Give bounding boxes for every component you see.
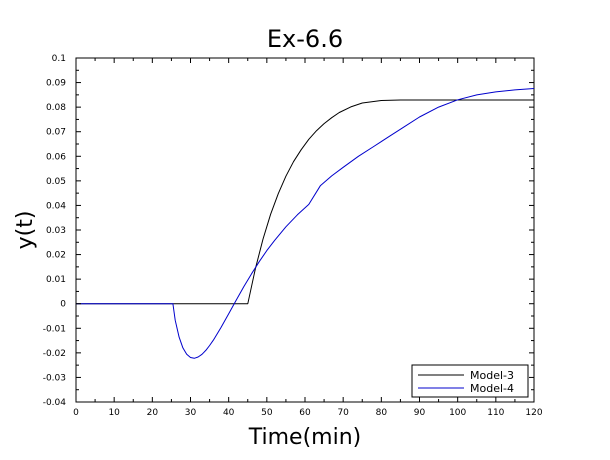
y-tick-label: 0.07 [46, 128, 66, 138]
x-tick-label: 20 [147, 408, 159, 418]
x-tick-label: 110 [487, 408, 504, 418]
y-tick-label: 0.04 [46, 201, 66, 211]
y-tick-label: 0.01 [46, 275, 66, 285]
x-tick-label: 10 [108, 408, 120, 418]
y-tick-label: 0.05 [46, 177, 66, 187]
legend-label-2: Model-4 [470, 382, 514, 395]
x-tick-label: 90 [414, 408, 426, 418]
y-tick-label: -0.04 [43, 398, 67, 408]
x-tick-label: 40 [223, 408, 235, 418]
x-tick-label: 120 [525, 408, 542, 418]
y-tick-label: 0.1 [52, 54, 66, 64]
x-tick-label: 70 [337, 408, 349, 418]
x-tick-label: 60 [299, 408, 311, 418]
x-tick-label: 100 [449, 408, 466, 418]
plot-border [75, 57, 535, 403]
legend-label-1: Model-3 [470, 369, 514, 382]
x-tick-label: 0 [73, 408, 79, 418]
y-tick-label: -0.03 [43, 373, 66, 383]
y-tick-label: 0.09 [46, 79, 66, 89]
series-line-1 [76, 99, 534, 305]
series-line-2 [76, 88, 535, 359]
x-tick-label: 80 [376, 408, 388, 418]
y-tick-label: 0.02 [46, 251, 66, 261]
series-layer [76, 88, 535, 359]
x-tick-label: 30 [185, 408, 197, 418]
axis-ticks: 0 10 20 30 40 50 60 70 80 90 100 110 120 -0.04 -0.03 -0… [43, 54, 543, 418]
x-axis-label: Time(min) [248, 425, 362, 450]
y-tick-label: 0 [60, 300, 66, 310]
y-tick-label: 0.08 [46, 103, 66, 113]
y-axis-label: y(t) [13, 211, 38, 250]
chart-title: Ex-6.6 [267, 25, 343, 53]
legend-box [411, 364, 529, 398]
y-tick-label: -0.02 [43, 349, 66, 359]
y-tick-label: -0.01 [43, 324, 66, 334]
plot-area [75, 57, 535, 403]
y-tick-label: 0.03 [46, 226, 66, 236]
x-tick-label: 50 [261, 408, 273, 418]
y-tick-label: 0.06 [46, 152, 66, 162]
